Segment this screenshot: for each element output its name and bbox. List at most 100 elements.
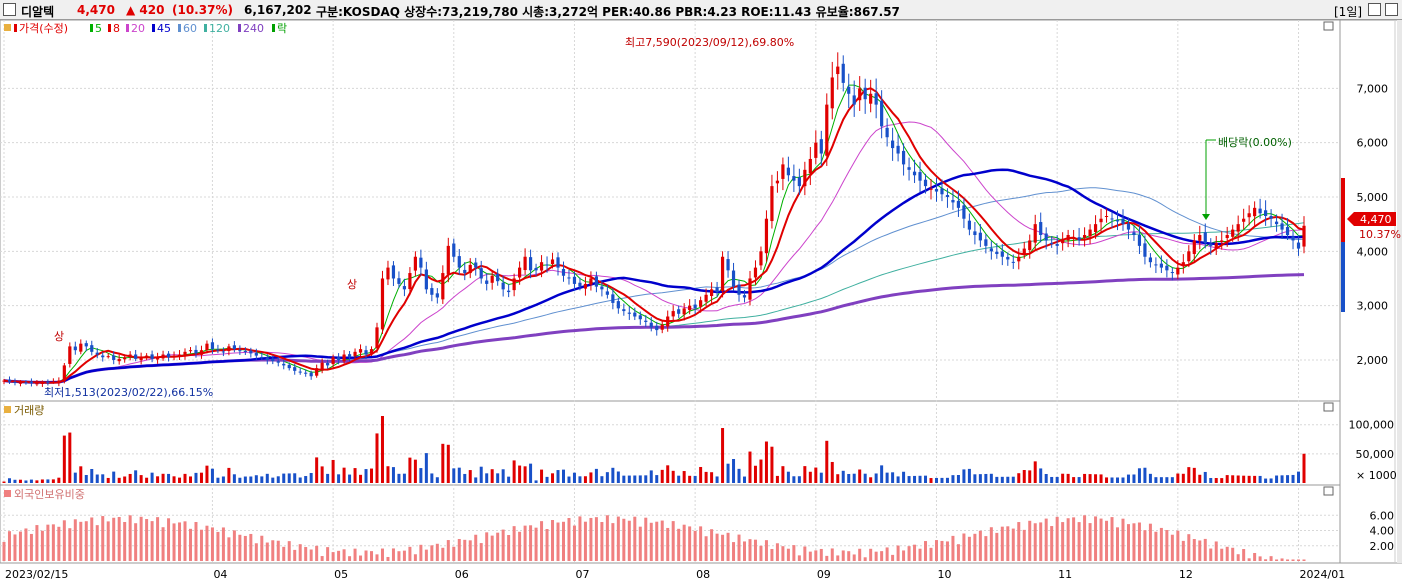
candle-body xyxy=(731,270,736,287)
candle-body xyxy=(671,311,675,317)
volume-bar xyxy=(342,467,346,483)
volume-bar xyxy=(1280,475,1284,483)
volume-bar xyxy=(73,472,77,483)
ma-8-line xyxy=(3,87,1305,384)
foreign-bar xyxy=(1192,539,1196,561)
candle-body xyxy=(1264,210,1268,216)
foreign-bar xyxy=(216,531,220,561)
foreign-panel-maximize-icon[interactable] xyxy=(1323,486,1334,496)
volume-bar xyxy=(210,468,214,483)
candle-body xyxy=(1061,240,1065,244)
candle-body xyxy=(929,188,933,190)
candle-body xyxy=(13,381,17,383)
foreign-tick-label: 4.00 xyxy=(1370,525,1395,538)
volume-bar xyxy=(68,432,72,483)
candle-body xyxy=(693,304,697,309)
candle-body xyxy=(40,382,44,384)
right-scrollbar[interactable] xyxy=(1397,20,1402,563)
foreign-bar xyxy=(238,534,242,561)
chart-canvas[interactable]: 2,000 3,000 4,000 5,000 6,000 7,000 100,000 50,… xyxy=(0,20,1402,582)
foreign-bar xyxy=(929,547,933,561)
close-icon[interactable] xyxy=(1385,3,1398,16)
candle-body xyxy=(561,268,566,276)
volume-bar xyxy=(1220,478,1224,483)
candle-body xyxy=(1055,244,1059,246)
foreign-bar xyxy=(1209,548,1213,561)
volume-bar xyxy=(84,474,88,483)
volume-bar xyxy=(556,470,560,483)
candle-body xyxy=(770,186,774,222)
volume-bar xyxy=(402,473,406,483)
volume-bar xyxy=(1253,475,1257,483)
foreign-bar xyxy=(1028,520,1032,561)
foreign-bar xyxy=(688,526,692,561)
volume-bar xyxy=(951,475,955,483)
price-range-bar-up xyxy=(1341,178,1345,242)
foreign-bar xyxy=(545,529,549,561)
volume-bar xyxy=(1017,473,1021,483)
candle-body xyxy=(655,325,659,331)
foreign-bar xyxy=(315,545,319,561)
foreign-bar xyxy=(13,534,17,561)
candle-body xyxy=(556,257,560,268)
candle-body xyxy=(699,300,703,307)
window-icon[interactable] xyxy=(3,3,16,16)
volume-bar xyxy=(380,416,384,483)
candle-body xyxy=(210,342,215,350)
volume-bar xyxy=(918,475,922,483)
foreign-bar xyxy=(282,546,286,561)
candle-body xyxy=(7,379,12,382)
candle-body xyxy=(155,357,160,360)
candle-body xyxy=(347,354,352,358)
volume-bar xyxy=(232,474,236,483)
candle-body xyxy=(1236,224,1240,232)
foreign-bar xyxy=(485,532,489,561)
foreign-bar xyxy=(320,556,324,561)
minimize-icon[interactable] xyxy=(1368,3,1381,16)
foreign-bar xyxy=(1225,546,1229,561)
foreign-bar xyxy=(167,518,171,561)
volume-bar xyxy=(479,466,483,483)
candle-body xyxy=(1044,233,1048,241)
candle-body xyxy=(836,66,840,75)
foreign-bar xyxy=(1203,538,1207,561)
candle-body xyxy=(150,354,154,359)
candle-body xyxy=(84,343,88,347)
candle-body xyxy=(408,273,412,290)
candle-body xyxy=(62,365,66,381)
foreign-bar xyxy=(556,522,560,561)
volume-bar xyxy=(249,476,253,483)
foreign-bar xyxy=(913,544,917,561)
candle-body xyxy=(1192,240,1196,254)
foreign-bar xyxy=(435,543,439,561)
period-selector[interactable]: [1일] xyxy=(1334,5,1363,19)
volume-bar xyxy=(1302,453,1306,483)
legend-label: 가격(수정) xyxy=(19,22,68,35)
legend-swatch xyxy=(126,24,129,32)
foreign-bar xyxy=(523,525,527,561)
volume-bar xyxy=(759,459,763,483)
volume-bar xyxy=(320,466,324,483)
candle-body xyxy=(1099,218,1103,223)
volume-bar xyxy=(633,475,637,483)
foreign-bar xyxy=(386,556,390,561)
volume-bar xyxy=(737,468,741,483)
volume-bar xyxy=(276,476,280,483)
volume-bar xyxy=(188,476,192,483)
candle-body xyxy=(1000,251,1004,257)
foreign-bar xyxy=(967,536,971,561)
candle-body xyxy=(315,368,319,376)
candle-body xyxy=(117,358,121,362)
volume-bar xyxy=(95,474,99,483)
candle-body xyxy=(166,353,171,358)
foreign-tick-label: 6.00 xyxy=(1370,509,1395,522)
volume-panel-maximize-icon[interactable] xyxy=(1323,402,1334,412)
candle-body xyxy=(1302,225,1306,247)
foreign-bar xyxy=(1214,541,1218,561)
volume-bar xyxy=(309,472,313,483)
price-panel-maximize-icon[interactable] xyxy=(1323,21,1334,31)
candle-body xyxy=(753,267,758,278)
volume-bar xyxy=(594,468,598,483)
foreign-bar xyxy=(1291,559,1295,561)
foreign-bar xyxy=(271,540,275,561)
